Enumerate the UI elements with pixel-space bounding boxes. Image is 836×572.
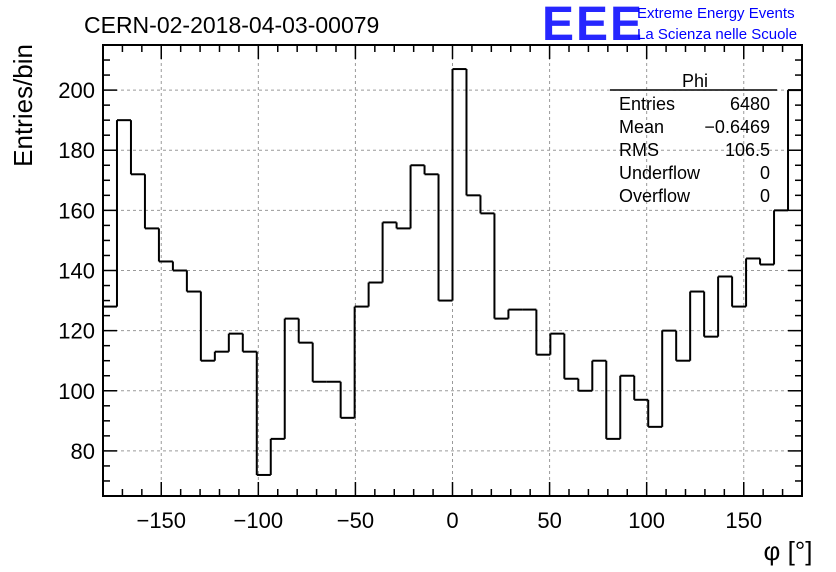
x-tick-label: 0 (446, 508, 458, 533)
y-tick-label: 180 (58, 138, 95, 163)
stats-label-rms: RMS (619, 140, 659, 160)
tick-labels: −150 −100 −50 0 50 100 150 80 100 120 140 160 180 200 (58, 78, 762, 533)
x-tick-label: −100 (234, 508, 284, 533)
x-tick-label: −150 (136, 508, 186, 533)
axis-ticks (102, 44, 803, 496)
stats-value-underflow: 0 (760, 163, 770, 183)
y-tick-label: 200 (58, 78, 95, 103)
y-tick-label: 80 (71, 439, 95, 464)
y-tick-label: 140 (58, 259, 95, 284)
x-tick-label: 150 (725, 508, 762, 533)
eee-logo-text: EEE (542, 0, 644, 51)
stats-value-entries: 6480 (730, 94, 770, 114)
logo-subtitle-line1: Extreme Energy Events (637, 5, 795, 22)
eee-logo: EEE Extreme Energy Events La Scienza nel… (542, 0, 797, 51)
logo-subtitle-line2: La Scienza nelle Scuole (637, 26, 797, 43)
stats-value-mean: −0.6469 (704, 117, 770, 137)
y-tick-label: 100 (58, 379, 95, 404)
y-tick-label: 160 (58, 198, 95, 223)
x-tick-label: 100 (628, 508, 665, 533)
stats-value-overflow: 0 (760, 186, 770, 206)
y-axis-title: Entries/bin (8, 44, 38, 167)
chart-title: CERN-02-2018-04-03-00079 (84, 12, 379, 38)
histogram-series (102, 68, 803, 496)
stats-box: Phi Entries 6480 Mean −0.6469 RMS 106.5 … (610, 71, 777, 206)
stats-label-overflow: Overflow (619, 186, 691, 206)
y-tick-label: 120 (58, 319, 95, 344)
stats-value-rms: 106.5 (725, 140, 770, 160)
x-tick-label: −50 (337, 508, 374, 533)
stats-histogram-name: Phi (682, 71, 708, 91)
stats-label-entries: Entries (619, 94, 675, 114)
x-tick-label: 50 (537, 508, 561, 533)
stats-label-underflow: Underflow (619, 163, 701, 183)
stats-label-mean: Mean (619, 117, 664, 137)
x-axis-title: φ [°] (764, 536, 813, 566)
